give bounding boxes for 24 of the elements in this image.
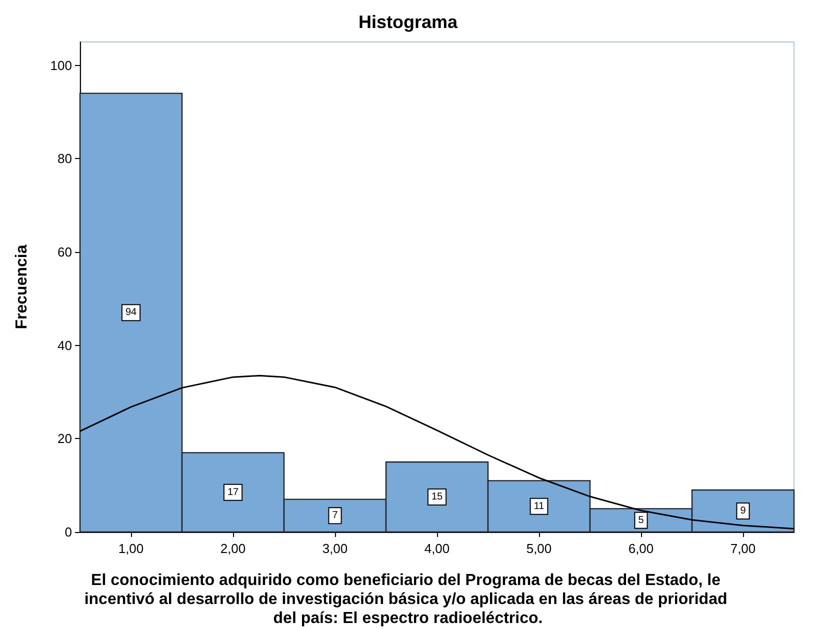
x-axis-title: El conocimiento adquirido como beneficiario del Programa de becas del Estado, le incentivó al desarrollo de investigación básica y/o aplicada en las áreas de prioridad del país: El espectro radioeléctrico. [84, 572, 732, 627]
x-tick-label: 2,00 [220, 541, 246, 556]
y-tick-label: 0 [64, 524, 72, 540]
y-tick-label: 80 [58, 151, 72, 166]
x-tick-label: 4,00 [424, 541, 450, 556]
data-label: 11 [534, 500, 545, 512]
data-label: 17 [227, 486, 239, 498]
data-label: 15 [431, 492, 443, 502]
chart-title: Histograma [358, 12, 458, 32]
data-label: 5 [638, 514, 644, 526]
y-tick-label: 20 [58, 431, 72, 446]
data-label: 9 [740, 506, 746, 516]
data-label: 94 [125, 307, 137, 318]
y-axis-title: Frecuencia [14, 244, 30, 330]
y-tick-label: 60 [58, 244, 72, 260]
x-tick-label: 3,00 [322, 541, 348, 556]
y-tick-label: 40 [58, 338, 72, 353]
x-tick-label: 5,00 [526, 541, 552, 556]
x-tick-label: 6,00 [628, 541, 654, 556]
x-tick-label: 1,00 [118, 541, 144, 556]
y-tick-label: 100 [50, 58, 72, 73]
data-label: 7 [332, 510, 338, 522]
x-tick-label: 7,00 [730, 541, 756, 556]
line-series [79, 374, 795, 530]
